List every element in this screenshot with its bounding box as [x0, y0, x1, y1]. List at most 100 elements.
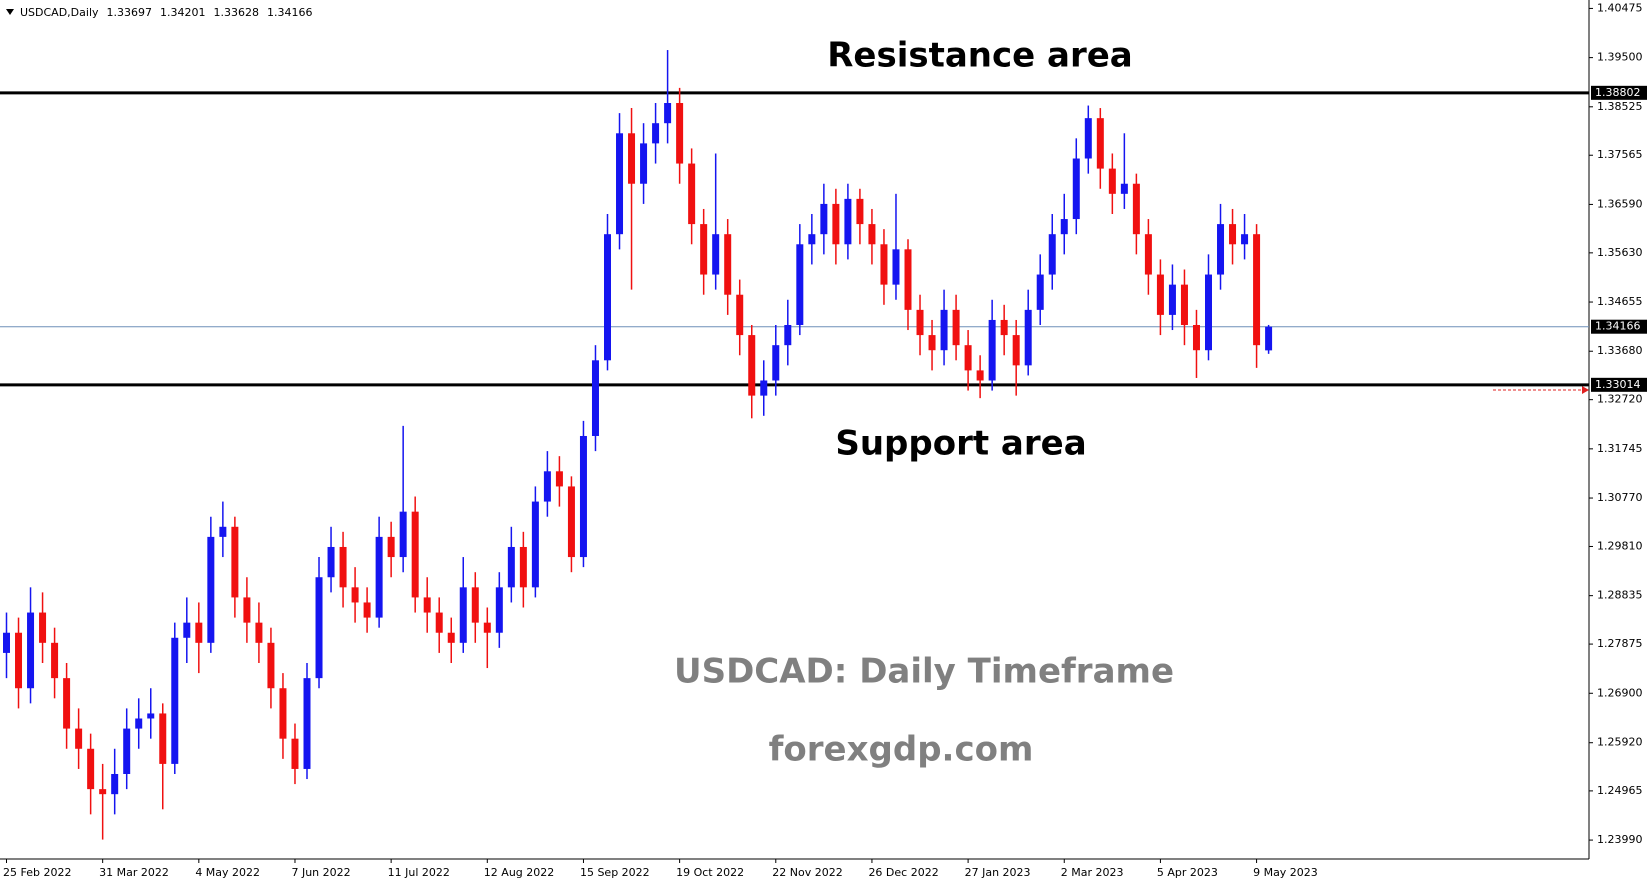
candle-body: [51, 642, 59, 679]
x-tick-label: 12 Aug 2022: [484, 866, 554, 879]
candle-body: [339, 546, 347, 588]
candle-body: [255, 622, 263, 643]
candle-body: [507, 546, 515, 588]
candle-body: [123, 728, 131, 774]
candle-body: [1108, 168, 1116, 194]
candle-body: [75, 728, 83, 749]
y-tick-label: 1.39500: [1597, 51, 1643, 64]
candle-body: [399, 511, 407, 558]
y-tick-label: 1.26900: [1597, 686, 1643, 699]
candle-body: [664, 103, 672, 124]
y-tick-label: 1.30770: [1597, 491, 1643, 504]
candle-body: [1060, 219, 1068, 235]
candle-body: [988, 319, 996, 381]
candle-body: [796, 244, 804, 325]
candle-body: [1217, 224, 1225, 275]
candle-body: [1072, 158, 1080, 220]
candle-body: [315, 577, 323, 679]
level-label: 1.33014: [1595, 378, 1641, 391]
candle-body: [688, 163, 696, 225]
candle-body: [159, 713, 167, 764]
y-tick-label: 1.34655: [1597, 295, 1643, 308]
x-tick-label: 26 Dec 2022: [868, 866, 938, 879]
annotation: Resistance area: [827, 36, 1133, 76]
candle-body: [976, 370, 984, 381]
candle-body: [279, 688, 287, 739]
candle-body: [700, 224, 708, 275]
x-tick-label: 27 Jan 2023: [965, 866, 1031, 879]
candle-body: [916, 309, 924, 336]
candle-body: [411, 511, 419, 598]
y-tick-label: 1.25920: [1597, 736, 1643, 749]
candle-body: [15, 632, 23, 689]
price-label: 1.34166: [1595, 320, 1641, 333]
candle-body: [363, 602, 371, 618]
symbol-title: USDCAD,Daily 1.33697 1.34201 1.33628 1.34166: [20, 6, 313, 19]
y-tick-label: 1.40475: [1597, 1, 1643, 14]
candle-body: [1024, 309, 1032, 366]
candle-body: [3, 632, 10, 653]
candle-body: [555, 471, 563, 487]
level-label: 1.38802: [1595, 86, 1641, 99]
y-tick-label: 1.37565: [1597, 148, 1643, 161]
candle-body: [760, 380, 768, 396]
candle-body: [63, 678, 71, 729]
candle-body: [591, 360, 599, 436]
y-tick-label: 1.33680: [1597, 344, 1643, 357]
candle-body: [1168, 284, 1176, 315]
candle-body: [471, 587, 479, 623]
x-tick-label: 5 Apr 2023: [1157, 866, 1218, 879]
candle-body: [1096, 118, 1104, 169]
candle-body: [1241, 234, 1249, 245]
price-label-box: [1591, 319, 1647, 334]
candle-body: [387, 536, 395, 558]
x-tick-label: 25 Feb 2022: [3, 866, 71, 879]
header-price: 1.33628: [214, 6, 260, 19]
x-tick-label: 19 Oct 2022: [676, 866, 744, 879]
candle-body: [712, 234, 720, 275]
candle-body: [832, 203, 840, 245]
candle-body: [207, 536, 215, 643]
watermark: USDCAD: Daily Timeframe: [674, 652, 1174, 692]
candle-body: [616, 133, 624, 235]
candle-body: [748, 335, 756, 396]
candle-body: [435, 612, 443, 633]
candle-body: [844, 198, 852, 245]
candle-body: [375, 536, 383, 618]
candle-body: [423, 597, 431, 613]
annotation: Support area: [835, 424, 1086, 464]
candle-body: [111, 773, 119, 795]
candle-body: [231, 526, 239, 598]
arrow-head: [1582, 386, 1589, 394]
candle-body: [1253, 234, 1261, 346]
x-tick-label: 31 Mar 2022: [99, 866, 169, 879]
level-label-box: [1591, 377, 1647, 392]
candle-body: [964, 345, 972, 371]
candle-body: [904, 249, 912, 310]
x-tick-label: 15 Sep 2022: [580, 866, 650, 879]
y-tick-label: 1.38525: [1597, 100, 1643, 113]
candle-body: [808, 234, 816, 245]
y-tick-label: 1.35630: [1597, 246, 1643, 259]
y-tick-label: 1.36590: [1597, 197, 1643, 210]
header-price: 1.34166: [267, 6, 313, 19]
candle-body: [27, 612, 35, 689]
candle-body: [183, 622, 191, 638]
candle-body: [1265, 326, 1273, 351]
candle-body: [291, 738, 299, 769]
candle-body: [459, 587, 467, 643]
candle-body: [868, 224, 876, 245]
candle-body: [784, 324, 792, 346]
candle-body: [243, 597, 251, 623]
candle-body: [135, 718, 143, 729]
candle-body: [1036, 274, 1044, 310]
candle-body: [87, 748, 95, 790]
candle-body: [856, 198, 864, 225]
candle-body: [171, 637, 179, 764]
candle-body: [567, 486, 575, 558]
candle-body: [724, 234, 732, 295]
candle-body: [495, 587, 503, 633]
candle-body: [820, 203, 828, 235]
